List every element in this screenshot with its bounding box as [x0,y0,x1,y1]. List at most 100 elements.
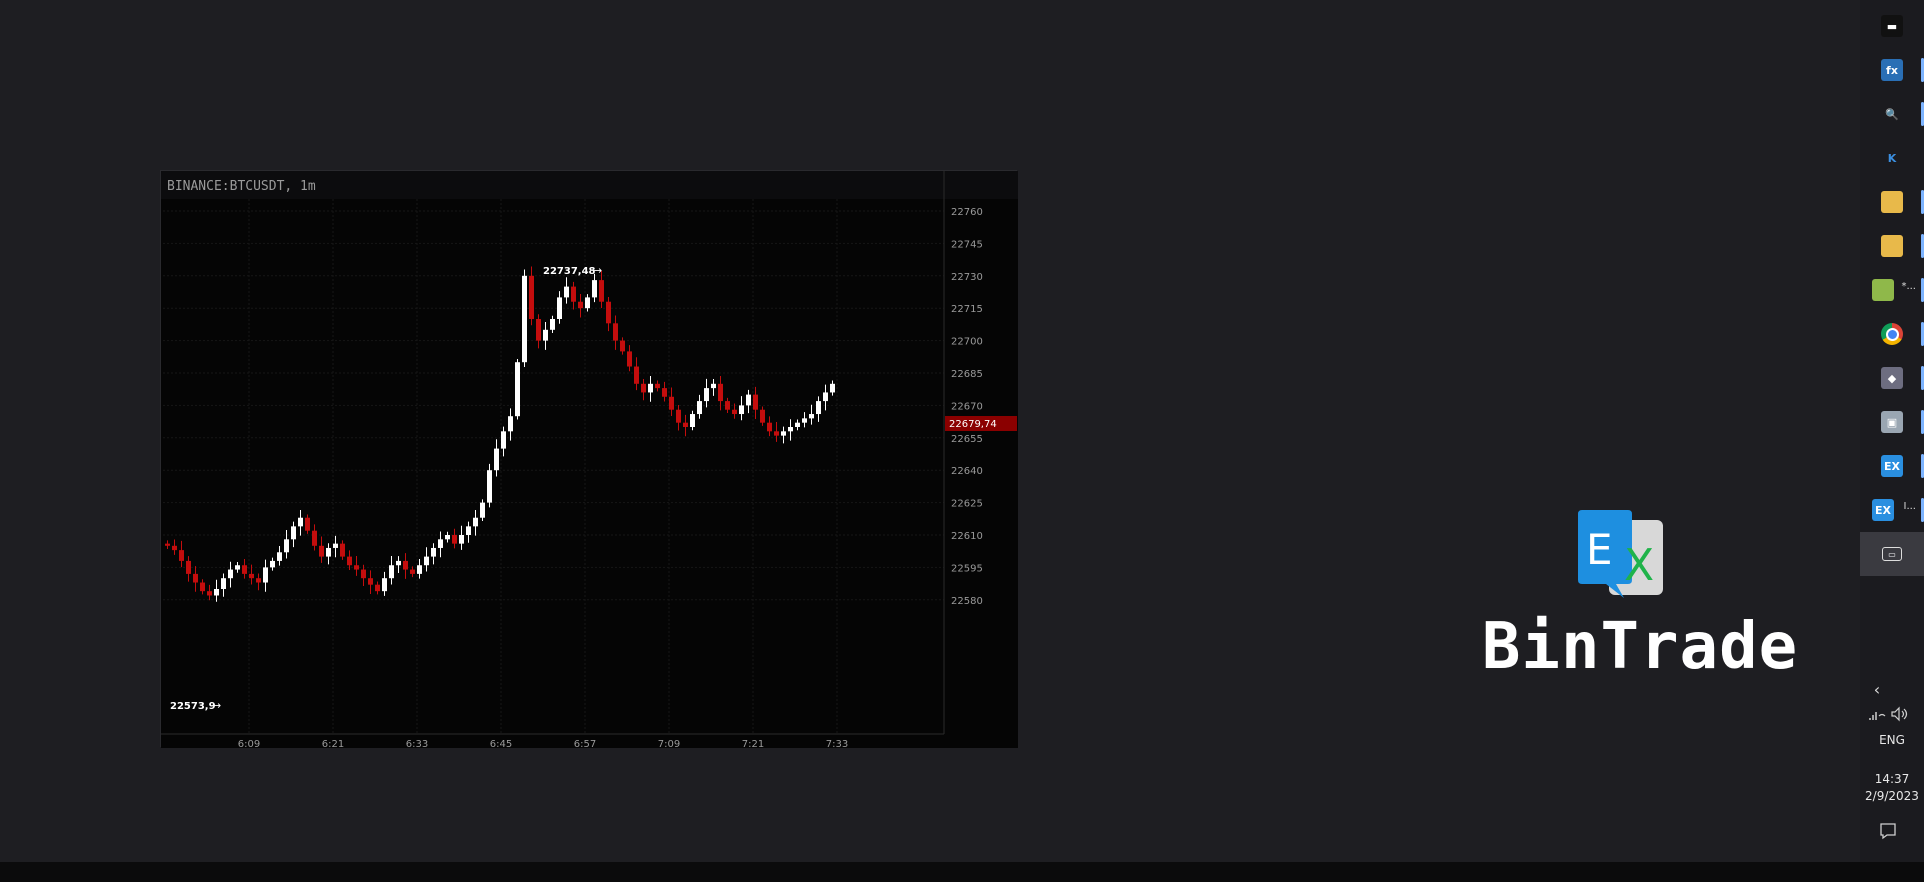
taskbar-item[interactable] [1860,312,1924,356]
candle-up [333,543,338,548]
candle-down [242,565,247,574]
candle-down [305,517,310,531]
tray-chevron-icon[interactable]: ‹ [1873,680,1881,699]
candle-down [165,543,170,546]
candle-down [767,422,772,432]
price-tick-label: 22580 [951,596,983,607]
language-indicator[interactable]: ENG [1879,733,1905,747]
candle-down [340,543,345,557]
running-indicator [1921,498,1924,522]
taskbar-item[interactable] [1860,180,1924,224]
candle-down [683,422,688,427]
candle-up [697,401,702,415]
candle-down [410,569,415,574]
running-indicator [1921,58,1924,82]
candle-up [550,319,555,330]
candle-down [676,409,681,423]
remote-desktop-icon: ▣ [1881,411,1903,433]
candle-down [774,431,779,436]
candle-up [809,414,814,419]
last-price-badge [945,416,1017,431]
taskbar-item[interactable] [1860,224,1924,268]
ex-logo: E X [1578,510,1663,598]
running-indicator [1921,410,1924,434]
price-tick-label: 22625 [951,499,983,510]
candle-down [620,340,625,352]
running-indicator [1921,278,1924,302]
k-app-icon: K [1887,151,1897,165]
candle-down [354,565,359,570]
price-tick-label: 22715 [951,304,983,315]
candle-down [641,383,646,393]
candle-up [228,569,233,579]
candle-up [515,362,520,417]
running-indicator [1921,454,1924,478]
chart-background [161,171,1018,748]
running-indicator [1921,190,1924,214]
min-price-marker: 22573,9 → [170,699,221,712]
candle-down [599,280,604,302]
candle-down [627,351,632,367]
taskbar-item[interactable]: 🔍 [1860,92,1924,136]
candle-up [298,517,303,527]
clock-time[interactable]: 14:37 [1874,772,1910,786]
price-tick-label: 22670 [951,401,983,412]
taskbar-item[interactable]: *... [1860,268,1924,312]
notification-icon[interactable] [1878,822,1898,840]
candle-up [746,394,751,406]
candle-up [494,448,499,471]
candle-up [704,388,709,402]
taskbar-item[interactable]: ▬ [1860,4,1924,48]
time-axis: 6:09 6:21 6:33 6:45 6:57 7:09 7:21 7:33 [238,739,848,748]
candle-up [326,547,331,557]
candle-down [613,323,618,341]
candle-down [669,396,674,410]
candle-up [543,329,548,341]
candle-down [634,366,639,384]
candle-down [529,275,534,319]
taskbar-item[interactable]: EX I... [1860,488,1924,532]
candle-down [347,556,352,566]
taskbar-item[interactable]: K [1860,136,1924,180]
ex-app-icon: EX [1872,499,1894,521]
volume-icon[interactable] [1890,706,1910,722]
candle-down [718,383,723,402]
candle-up [214,589,219,596]
price-tick-label: 22595 [951,563,983,574]
time-tick-label: 6:09 [238,739,260,748]
candle-down [207,591,212,596]
candle-down [361,569,366,579]
time-tick-label: 7:33 [826,739,848,748]
price-axis: 22760 22745 22730 22715 22700 22685 22670 22655… [951,207,983,607]
candle-up [816,401,821,415]
candle-down [732,409,737,415]
candle-up [823,392,828,402]
ex-app-icon: EX [1881,455,1903,477]
candle-up [382,578,387,592]
candle-up [585,297,590,309]
running-indicator [1921,102,1924,126]
time-tick-label: 6:21 [322,739,344,748]
clock-date[interactable]: 2/9/2023 [1865,789,1919,803]
network-icon[interactable] [1868,706,1888,722]
candle-up [480,502,485,518]
taskbar-item[interactable]: EX [1860,444,1924,488]
time-tick-label: 7:09 [658,739,680,748]
price-tick-label: 22700 [951,337,983,348]
taskbar-item[interactable]: fx [1860,48,1924,92]
chart-title: BINANCE:BTCUSDT, 1m [167,179,316,194]
taskbar-item[interactable]: ◆ [1860,356,1924,400]
candle-down [578,301,583,309]
fx-function-icon: fx [1881,59,1903,81]
chart-header-bar [161,171,1018,199]
candle-up [781,431,786,436]
candle-down [172,545,177,551]
candle-up [795,422,800,427]
candle-up [389,565,394,579]
taskbar-item[interactable]: ▣ [1860,400,1924,444]
candle-down [193,573,198,583]
taskbar-item[interactable]: ▭ [1860,532,1924,576]
running-indicator [1921,322,1924,346]
chart-window[interactable]: BINANCE:BTCUSDT, 1m 22760 22745 22730 22715… [160,170,1018,748]
price-tick-label: 22760 [951,207,983,218]
